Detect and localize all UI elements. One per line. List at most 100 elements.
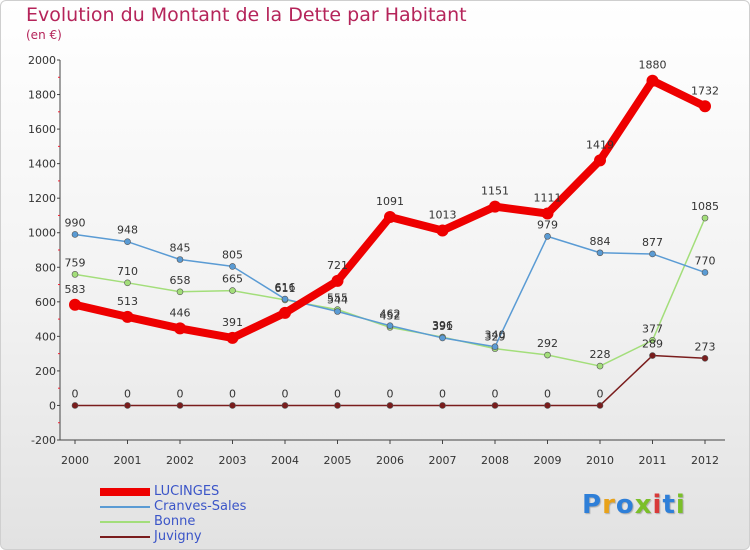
data-point [226,331,239,344]
data-label: 0 [492,387,499,400]
y-tick-label: 1600 [28,123,56,136]
data-label: 446 [170,306,191,319]
data-label: 710 [117,265,138,278]
data-point [646,74,659,87]
data-label: 665 [222,273,243,286]
data-label: 770 [695,254,716,267]
y-tick-label: 600 [35,296,56,309]
x-tick-label: 2005 [324,454,352,467]
data-point [386,402,394,409]
x-tick-label: 2003 [219,454,247,467]
y-tick-label: 1800 [28,89,56,102]
line-chart: -200020040060080010001200140016001800200… [28,54,725,467]
data-label: 1091 [376,195,404,208]
data-label: 555 [327,292,348,305]
y-tick-label: 1000 [28,227,56,240]
y-tick-label: 200 [35,365,56,378]
data-point [69,298,81,311]
data-label: 0 [334,387,341,400]
legend-label: Cranves-Sales [154,499,247,514]
data-point [176,256,184,263]
data-label: 1111 [534,192,562,205]
data-point [439,402,446,409]
data-label: 391 [432,320,453,333]
data-label: 611 [275,282,296,295]
data-point [701,214,709,222]
data-point [71,231,79,238]
y-tick-label: -200 [31,434,56,447]
data-point [386,322,394,329]
chart-subtitle: (en €) [26,28,62,42]
data-point [596,402,604,409]
data-label: 462 [380,308,401,321]
x-tick-label: 2004 [271,454,299,467]
y-tick-label: 800 [35,261,56,274]
x-tick-label: 2008 [481,454,509,467]
data-label: 340 [485,329,506,342]
data-label: 616 [275,281,296,294]
data-label: 990 [65,216,86,229]
data-point [699,100,711,113]
legend-swatch [100,521,150,523]
data-label: 377 [642,322,663,335]
data-label: 292 [537,337,558,350]
data-point [331,274,344,287]
data-point [439,334,446,342]
data-label: 391 [222,316,243,329]
data-label: 544 [327,293,348,306]
legend-label: Bonne [154,514,196,529]
data-point [176,402,184,409]
data-label: 884 [590,235,611,248]
data-point [71,271,79,278]
data-point [71,402,79,409]
data-label: 0 [124,387,131,400]
data-point [544,351,551,359]
data-point [384,211,396,224]
legend-item-juvigny: Juvigny [100,529,360,544]
data-point [124,279,131,287]
data-label: 1151 [481,185,509,198]
proxiti-logo: Proxiti [582,490,686,520]
x-tick-label: 2002 [166,454,194,467]
data-label: 721 [327,259,348,272]
legend-item-cranves-sales: Cranves-Sales [100,499,360,514]
data-label: 513 [117,295,138,308]
data-label: 1085 [691,200,719,213]
data-label: 1732 [691,84,719,97]
data-label: 0 [544,387,551,400]
data-point [229,287,236,294]
data-point [544,402,551,409]
x-tick-label: 2001 [114,454,142,467]
data-point [649,352,656,359]
data-label: 1880 [639,59,667,72]
chart-title: Evolution du Montant de la Dette par Hab… [26,4,467,26]
data-label: 0 [387,387,394,400]
data-point [596,249,604,257]
data-labels-layer: 0 0 0 0 0 0 0 0 0 0 0 289 273 759 710 658 665 611 555 452 39… [65,59,720,401]
legend-item-bonne: Bonne [100,514,360,529]
data-label: 0 [229,387,236,400]
legend-swatch [100,506,150,508]
x-tick-label: 2000 [61,454,89,467]
x-tick-label: 2006 [376,454,404,467]
data-label: 877 [642,236,663,249]
data-point [124,238,131,246]
data-point [229,263,236,270]
legend-item-lucinges: LUCINGES [100,484,360,499]
data-label: 329 [485,331,506,344]
data-label: 0 [282,387,289,400]
data-point [596,362,604,370]
y-tick-label: 400 [35,330,56,343]
x-tick-label: 2007 [429,454,457,467]
legend-swatch [100,536,150,538]
series-line-0 [71,76,709,342]
data-label: 805 [222,248,243,261]
data-point [174,322,186,335]
data-label: 979 [537,218,558,231]
y-tick-label: 0 [49,399,56,412]
data-label: 1013 [429,208,457,221]
data-point [279,306,291,319]
data-point [281,402,289,409]
data-label: 0 [597,387,604,400]
